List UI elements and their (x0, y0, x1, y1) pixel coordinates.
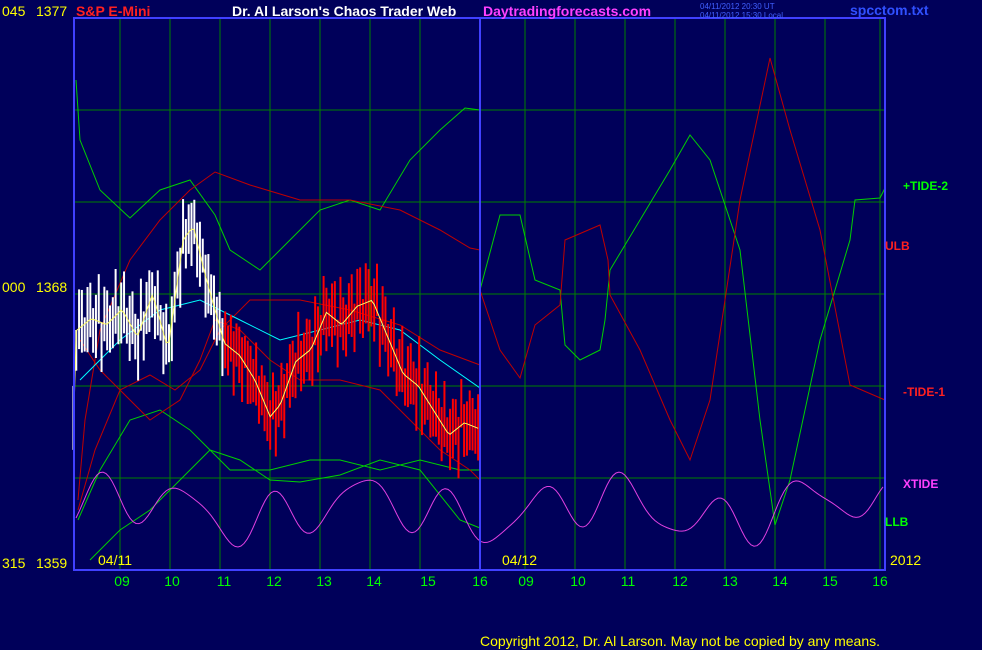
y-tick-top-left: 045 (2, 3, 26, 19)
llb-day1 (89, 449, 481, 561)
x-tick-0: 09 (114, 573, 130, 589)
x-tick-4: 13 (316, 573, 332, 589)
inner-green-lower (77, 409, 480, 521)
x-tick-labels: 09 10 11 12 13 14 15 16 09 10 11 12 13 14 15 16 (114, 573, 888, 589)
ulb-day2 (479, 57, 886, 462)
timestamp-local: 04/11/2012 15:30 Local (700, 11, 783, 20)
copyright: Copyright 2012, Dr. Al Larson. May not b… (480, 633, 880, 649)
site-title: Daytradingforecasts.com (483, 3, 651, 19)
x-tick-7: 16 (472, 573, 488, 589)
date-label-day1: 04/11 (98, 552, 132, 568)
tide2-day2 (479, 134, 886, 526)
x-tick-11: 12 (672, 573, 688, 589)
x-tick-9: 10 (570, 573, 586, 589)
tide1-day1 (79, 319, 481, 481)
label-tide2: +TIDE-2 (903, 179, 948, 193)
chart-title: Dr. Al Larson's Chaos Trader Web (232, 3, 456, 19)
x-tick-5: 14 (366, 573, 382, 589)
y-tick-bottom-price: 1359 (36, 555, 67, 571)
timestamp-ut: 04/11/2012 20:30 UT (700, 2, 775, 11)
price-bars (72, 199, 480, 479)
y-tick-bottom-left: 315 (2, 555, 26, 571)
date-label-day2: 04/12 (502, 552, 537, 568)
x-tick-15: 16 (872, 573, 888, 589)
x-tick-3: 12 (266, 573, 282, 589)
label-tide1: -TIDE-1 (903, 385, 945, 399)
y-tick-mid-left: 000 (2, 279, 26, 295)
x-tick-6: 15 (420, 573, 436, 589)
axes (73, 17, 886, 571)
label-xtide: XTIDE (903, 477, 938, 491)
x-tick-1: 10 (164, 573, 180, 589)
file-name: spcctom.txt (850, 2, 929, 18)
label-llb: LLB (885, 515, 909, 529)
instrument-title: S&P E-Mini (76, 3, 150, 19)
x-tick-13: 14 (772, 573, 788, 589)
x-tick-8: 09 (518, 573, 534, 589)
y-tick-top-price: 1377 (36, 3, 67, 19)
ma-yellow (72, 228, 479, 435)
tide2-day1 (75, 79, 481, 271)
x-tick-2: 11 (217, 573, 232, 589)
y-tick-mid-price: 1368 (36, 279, 67, 295)
x-tick-14: 15 (822, 573, 838, 589)
x-tick-12: 13 (722, 573, 738, 589)
label-ulb: ULB (885, 239, 910, 253)
date-label-year: 2012 (890, 552, 921, 568)
x-tick-10: 11 (621, 573, 636, 589)
